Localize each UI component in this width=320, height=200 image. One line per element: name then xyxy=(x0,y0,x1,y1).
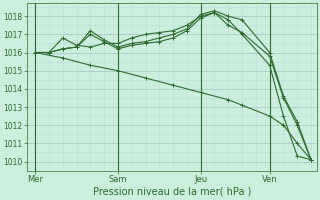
X-axis label: Pression niveau de la mer( hPa ): Pression niveau de la mer( hPa ) xyxy=(92,187,251,197)
